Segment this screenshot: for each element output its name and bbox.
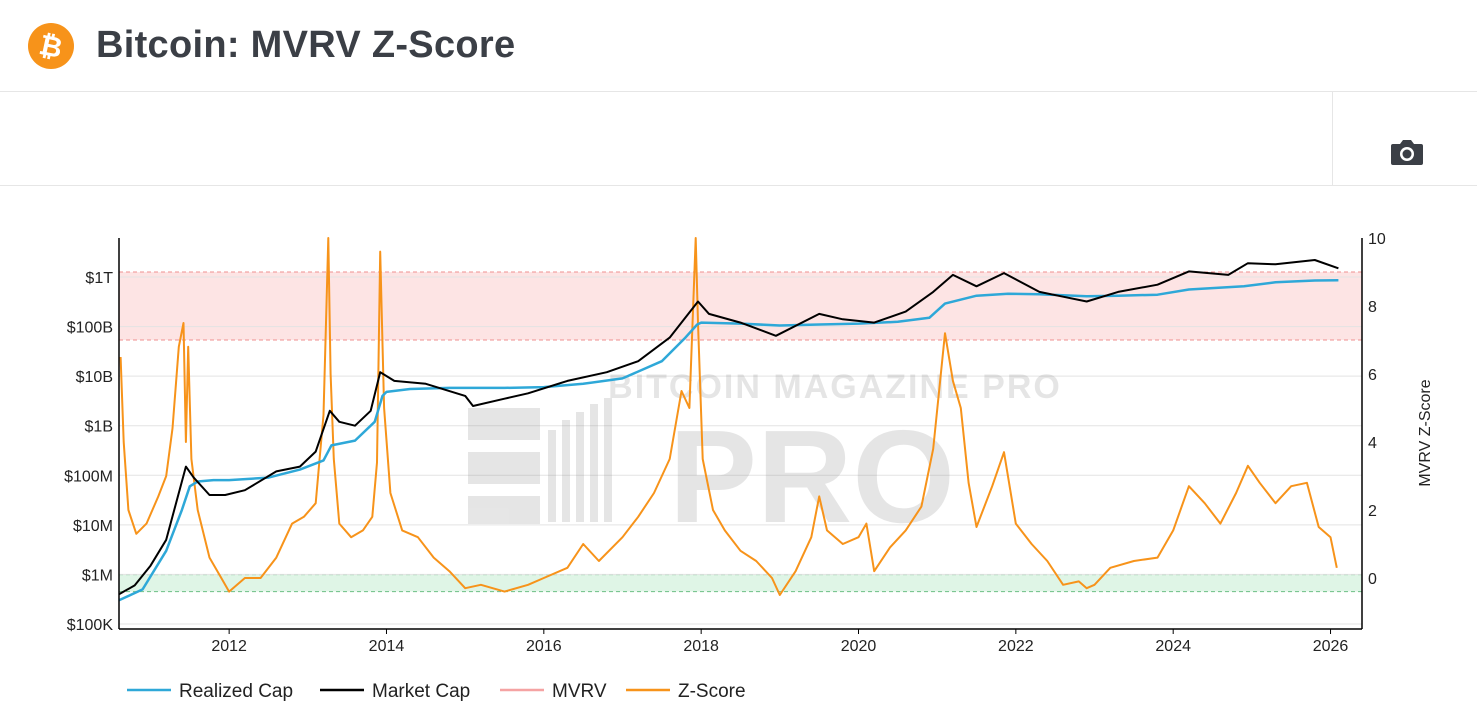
y-right-tick-label: 0 xyxy=(1368,571,1377,588)
x-tick-label: 2022 xyxy=(998,638,1034,655)
y-left-tick-label: $10M xyxy=(73,518,113,535)
legend-label: Market Cap xyxy=(372,681,470,702)
band-overvalued xyxy=(119,272,1362,340)
right-axis-title: MVRV Z-Score xyxy=(1417,379,1434,486)
chart-toolbar xyxy=(0,92,1477,186)
svg-text:PRO: PRO xyxy=(669,403,955,550)
x-tick-label: 2016 xyxy=(526,638,562,655)
chart-axes xyxy=(118,238,1363,630)
legend-label: Z-Score xyxy=(678,681,746,702)
camera-icon[interactable] xyxy=(1388,135,1426,169)
legend-label: MVRV xyxy=(552,681,607,702)
legend-label: Realized Cap xyxy=(179,681,293,702)
y-right-tick-label: 10 xyxy=(1368,231,1386,248)
y-left-tick-label: $100K xyxy=(67,617,114,634)
bitcoin-logo-icon: ₿ xyxy=(28,23,74,69)
legend-item[interactable]: Market Cap xyxy=(320,681,470,702)
mvrv-chart[interactable]: BITCOIN MAGAZINE PRO PRO $100K$1M$10M$10… xyxy=(0,186,1477,723)
x-tick-label: 2014 xyxy=(369,638,405,655)
y-left-tick-label: $100M xyxy=(64,468,113,485)
x-tick-label: 2024 xyxy=(1155,638,1191,655)
page-title: Bitcoin: MVRV Z-Score xyxy=(96,24,516,66)
series-market-cap xyxy=(118,259,1339,596)
x-tick-label: 2018 xyxy=(683,638,719,655)
legend-item[interactable]: Realized Cap xyxy=(127,681,293,702)
y-right-tick-label: 4 xyxy=(1368,435,1377,452)
y-right-tick-label: 2 xyxy=(1368,503,1377,520)
legend-item[interactable]: MVRV xyxy=(500,681,607,702)
chart-ticks: $100K $1M $10M $100M $1B $10B $100B $1T 0 2 4 6 8 10 2… xyxy=(64,231,1386,655)
chart-grid xyxy=(119,276,1362,625)
y-left-tick-label: $1B xyxy=(85,419,113,436)
y-left-tick-label: $10B xyxy=(76,369,113,386)
series-realized-cap xyxy=(118,278,1339,602)
watermark-text: BITCOIN MAGAZINE PRO xyxy=(608,368,1062,406)
chart-series xyxy=(118,237,1339,602)
page-header: ₿ Bitcoin: MVRV Z-Score xyxy=(0,0,1477,92)
y-left-tick-label: $1M xyxy=(82,567,113,584)
y-left-tick-label: $1T xyxy=(85,270,113,287)
x-tick-label: 2026 xyxy=(1313,638,1349,655)
x-tick-label: 2020 xyxy=(841,638,877,655)
toolbar-divider xyxy=(1332,92,1333,185)
watermark: BITCOIN MAGAZINE PRO PRO xyxy=(468,368,1062,550)
y-left-tick-label: $100B xyxy=(67,320,113,337)
y-right-tick-label: 6 xyxy=(1368,367,1377,384)
legend-item[interactable]: Z-Score xyxy=(626,681,746,702)
series-z-score xyxy=(119,237,1338,596)
x-tick-label: 2012 xyxy=(211,638,247,655)
chart-legend: Realized Cap Market Cap MVRV Z-Score xyxy=(127,681,746,702)
band-undervalued xyxy=(119,574,1362,592)
y-right-tick-label: 8 xyxy=(1368,299,1377,316)
